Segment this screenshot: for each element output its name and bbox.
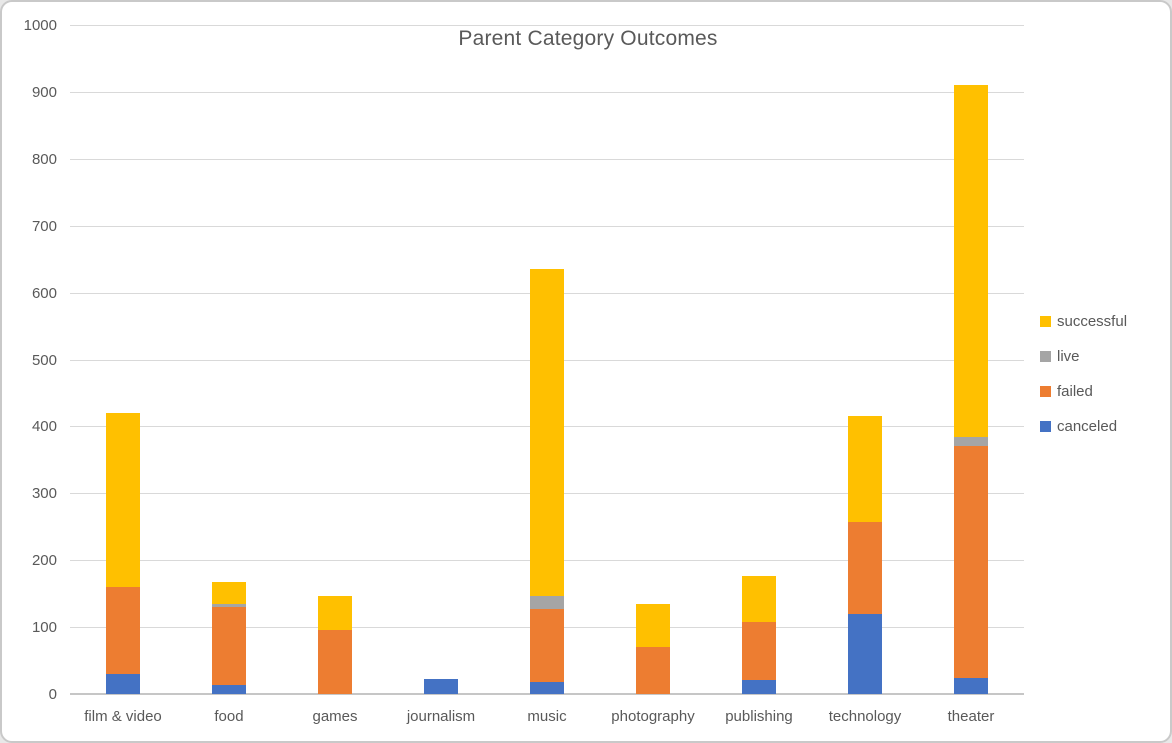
bar-segment-failed-film-video xyxy=(106,586,140,674)
y-tick-label-500: 500 xyxy=(31,351,57,369)
bar-segment-live-theater xyxy=(954,437,988,446)
gridline-800 xyxy=(70,158,1024,160)
bar-segment-failed-theater xyxy=(954,445,988,678)
y-tick-label-300: 300 xyxy=(31,485,57,503)
bar-segment-successful-music xyxy=(530,269,564,596)
gridline-0 xyxy=(70,693,1024,695)
bar-segment-failed-publishing xyxy=(742,622,776,680)
legend-item-successful: successful xyxy=(1040,312,1127,330)
legend-swatch-live xyxy=(1040,350,1051,362)
gridline-900 xyxy=(70,91,1024,93)
plot-area xyxy=(70,25,1024,695)
bar-segment-canceled-food xyxy=(212,685,246,694)
legend-swatch-canceled xyxy=(1040,420,1051,432)
x-category-label-games: games xyxy=(312,708,358,725)
y-tick-label-1000: 1000 xyxy=(23,17,57,34)
x-category-label-journalism: journalism xyxy=(406,708,476,725)
y-tick-label-200: 200 xyxy=(31,552,57,570)
bar-segment-successful-photography xyxy=(636,604,670,648)
legend-item-live: live xyxy=(1040,347,1127,365)
x-category-label-publishing: publishing xyxy=(725,708,793,725)
bar-segment-canceled-journalism xyxy=(424,679,458,694)
chart-title: Parent Category Outcomes xyxy=(458,27,718,50)
x-category-label-food: food xyxy=(214,708,244,725)
gridline-700 xyxy=(70,225,1024,227)
x-category-label-technology: technology xyxy=(828,708,902,725)
bar-segment-canceled-film-video xyxy=(106,673,140,694)
bar-segment-canceled-theater xyxy=(954,677,988,694)
bar-segment-canceled-music xyxy=(530,681,564,694)
bar-segment-failed-food xyxy=(212,607,246,686)
legend-item-canceled: canceled xyxy=(1040,417,1127,435)
y-tick-label-600: 600 xyxy=(31,284,57,302)
y-tick-label-700: 700 xyxy=(31,217,57,235)
y-tick-label-100: 100 xyxy=(31,619,57,637)
legend-item-failed: failed xyxy=(1040,382,1127,400)
bar-segment-successful-games xyxy=(318,595,352,631)
legend: successful live failed canceled xyxy=(1040,312,1127,452)
bar-segment-successful-theater xyxy=(954,84,988,438)
bar-segment-failed-technology xyxy=(848,522,882,614)
bar-segment-successful-film-video xyxy=(106,413,140,587)
bar-segment-live-music xyxy=(530,595,564,610)
bar-segment-canceled-technology xyxy=(848,613,882,694)
gridline-1000 xyxy=(70,25,1024,26)
legend-label-live: live xyxy=(1057,347,1080,365)
bar-segment-failed-games xyxy=(318,630,352,694)
legend-label-successful: successful xyxy=(1057,312,1128,330)
bar-segment-successful-technology xyxy=(848,415,882,523)
bar-segment-canceled-publishing xyxy=(742,679,776,694)
bar-segment-live-food xyxy=(212,603,246,608)
bar-segment-failed-photography xyxy=(636,647,670,694)
y-tick-label-0: 0 xyxy=(48,686,57,703)
x-category-label-music: music xyxy=(527,708,567,725)
legend-swatch-successful xyxy=(1040,315,1051,327)
x-category-label-photography: photography xyxy=(611,708,695,725)
y-tick-label-800: 800 xyxy=(31,150,57,168)
legend-label-canceled: canceled xyxy=(1057,417,1118,435)
bar-segment-successful-publishing xyxy=(742,575,776,623)
y-tick-label-900: 900 xyxy=(31,83,57,101)
bar-segment-failed-music xyxy=(530,609,564,682)
x-category-label-film-video: film & video xyxy=(84,708,162,725)
legend-swatch-failed xyxy=(1040,385,1051,397)
y-tick-label-400: 400 xyxy=(31,418,57,436)
x-category-label-theater: theater xyxy=(947,708,995,725)
bar-segment-successful-food xyxy=(212,582,246,604)
legend-label-failed: failed xyxy=(1057,382,1093,400)
